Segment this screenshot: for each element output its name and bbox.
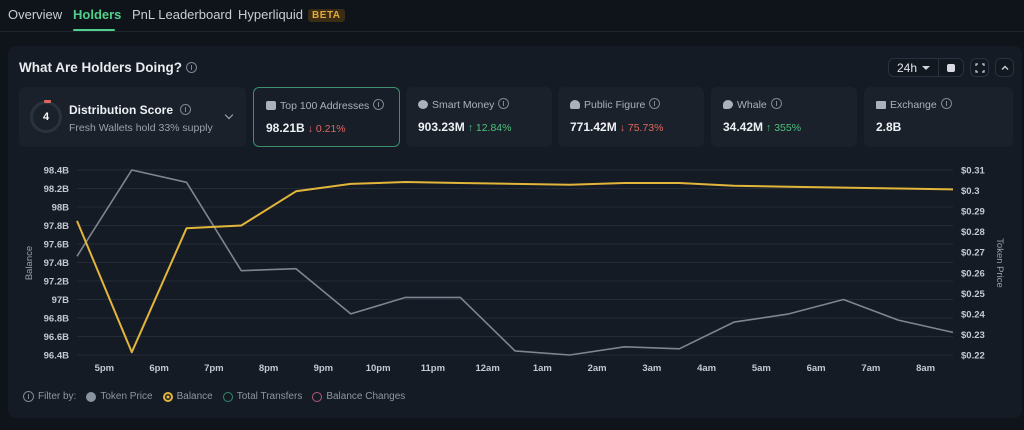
whale-icon — [723, 100, 733, 109]
tab-hyperliquid-label: Hyperliquid — [238, 7, 304, 22]
card-value: 2.8B — [876, 120, 901, 134]
filter-label: Filter by: — [23, 391, 76, 402]
card-value-text: 771.42M — [570, 120, 617, 134]
card-label-text: Top 100 Addresses — [280, 100, 370, 112]
square-icon — [947, 63, 955, 72]
tab-overview[interactable]: Overview — [8, 7, 63, 22]
distribution-title-text: Distribution Score — [69, 103, 174, 117]
distribution-score-value: 4 — [42, 111, 50, 123]
filter-text: Balance Changes — [326, 391, 406, 402]
timeframe-value: 24h — [896, 60, 917, 75]
filter-balance-changes[interactable]: Balance Changes — [312, 391, 405, 402]
filled-dot-icon — [86, 391, 97, 402]
info-icon[interactable] — [180, 104, 192, 115]
holders-panel: What Are Holders Doing? 24h 4 Distributi… — [8, 46, 1022, 418]
info-icon[interactable] — [23, 391, 34, 402]
selected-dot-icon — [162, 391, 173, 402]
filter-total-transfers[interactable]: Total Transfers — [222, 391, 303, 402]
info-icon[interactable] — [186, 62, 198, 73]
card-value-text: 2.8B — [876, 120, 902, 134]
panel-title: What Are Holders Doing? — [19, 60, 198, 75]
info-icon[interactable] — [649, 98, 661, 109]
card-label: Top 100 Addresses — [266, 99, 385, 112]
info-icon[interactable] — [498, 98, 510, 109]
panel-controls: 24h — [887, 58, 1014, 77]
distribution-title: Distribution Score — [69, 103, 192, 117]
card-value-text: 903.23M — [418, 120, 465, 134]
chevron-up-icon — [1001, 65, 1008, 70]
card-value: 98.21B ↓ 0.21% — [266, 121, 346, 135]
filter-text: Token Price — [100, 391, 153, 402]
card-label-text: Whale — [737, 99, 767, 111]
info-icon[interactable] — [940, 98, 952, 109]
timeframe-group: 24h — [887, 58, 964, 77]
card-value: 34.42M ↑ 355% — [723, 120, 801, 134]
card-label-text: Public Figure — [584, 99, 646, 111]
tab-holders[interactable]: Holders — [73, 7, 122, 22]
filter-token-price[interactable]: Token Price — [86, 391, 153, 402]
panel-title-text: What Are Holders Doing? — [19, 60, 183, 75]
active-tab-indicator — [73, 29, 115, 31]
chart-filters: Filter by: Token Price Balance Total Tra… — [23, 391, 405, 402]
distribution-subtitle: Fresh Wallets hold 33% supply — [69, 122, 213, 134]
fullscreen-button[interactable] — [970, 58, 989, 77]
card-exchange[interactable]: Exchange 2.8B — [864, 87, 1013, 147]
tab-hyperliquid[interactable]: Hyperliquid BETA — [238, 7, 345, 22]
change-down: ↓ 75.73% — [619, 122, 664, 134]
beta-badge: BETA — [308, 9, 345, 22]
outline-dot-icon — [312, 391, 323, 402]
tab-pnl-leaderboard[interactable]: PnL Leaderboard — [132, 7, 232, 22]
tab-bar: Overview Holders PnL Leaderboard Hyperli… — [0, 0, 1024, 32]
bank-icon — [876, 101, 886, 109]
change-text: 355% — [774, 122, 802, 134]
change-up: ↑ 12.84% — [467, 122, 512, 134]
filter-text: Balance — [176, 391, 213, 402]
card-label: Whale — [723, 98, 782, 111]
collapse-button[interactable] — [995, 58, 1014, 77]
spy-icon — [418, 100, 428, 109]
change-text: 75.73% — [627, 122, 664, 134]
card-smart-money[interactable]: Smart Money 903.23M ↑ 12.84% — [406, 87, 552, 147]
filter-balance[interactable]: Balance — [162, 391, 213, 402]
score-marker — [44, 100, 51, 103]
info-icon[interactable] — [770, 98, 782, 109]
fullscreen-icon — [974, 62, 985, 73]
card-label: Public Figure — [570, 98, 661, 111]
chevron-down-icon[interactable] — [224, 110, 234, 120]
card-top-100-addresses[interactable]: Top 100 Addresses 98.21B ↓ 0.21% — [253, 87, 400, 147]
card-value-text: 98.21B — [266, 121, 305, 135]
display-toggle-button[interactable] — [938, 59, 963, 76]
info-icon[interactable] — [373, 99, 385, 110]
caret-down-icon — [922, 65, 930, 70]
change-up: ↑ 355% — [766, 122, 802, 134]
card-value: 903.23M ↑ 12.84% — [418, 120, 512, 134]
card-public-figure[interactable]: Public Figure 771.42M ↓ 75.73% — [558, 87, 704, 147]
change-text: 0.21% — [315, 123, 346, 135]
card-label-text: Smart Money — [432, 99, 495, 111]
filter-text: Total Transfers — [236, 391, 303, 402]
card-label: Exchange — [876, 98, 952, 111]
change-down: ↓ 0.21% — [307, 123, 346, 135]
card-value: 771.42M ↓ 75.73% — [570, 120, 664, 134]
change-text: 12.84% — [475, 122, 512, 134]
card-value-text: 34.42M — [723, 120, 764, 134]
distribution-score-ring: 4 — [30, 100, 62, 133]
outline-dot-icon — [222, 391, 233, 402]
card-label-text: Exchange — [890, 99, 937, 111]
card-label: Smart Money — [418, 98, 510, 111]
timeframe-dropdown[interactable]: 24h — [889, 59, 938, 76]
broadcast-icon — [570, 100, 580, 109]
distribution-score-card[interactable]: 4 Distribution Score Fresh Wallets hold … — [19, 87, 246, 147]
wallet-icon — [266, 101, 276, 110]
card-whale[interactable]: Whale 34.42M ↑ 355% — [711, 87, 857, 147]
filter-label-text: Filter by: — [38, 391, 77, 402]
